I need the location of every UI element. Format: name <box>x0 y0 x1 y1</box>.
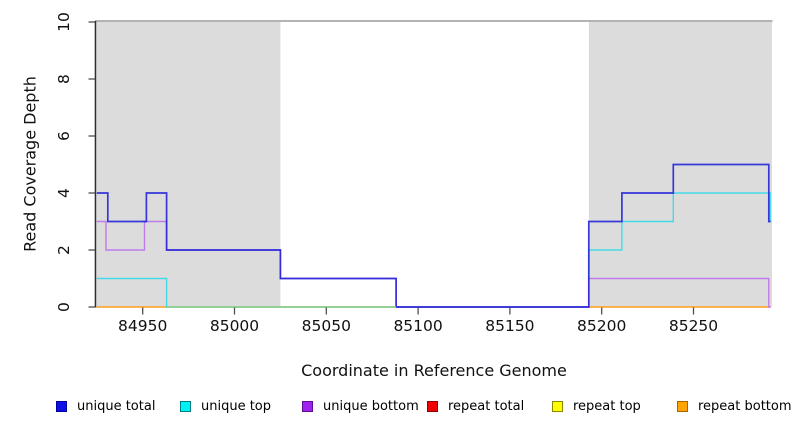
y-tick-label: 4 <box>55 188 73 198</box>
legend-item-repeat-total: repeat total <box>427 398 524 414</box>
y-tick-label: 0 <box>55 302 73 312</box>
legend-item-repeat-top: repeat top <box>552 398 641 414</box>
unique-total-swatch-icon <box>56 400 67 412</box>
x-tick-label: 85000 <box>209 317 260 335</box>
legend-item-unique-top: unique top <box>180 398 271 414</box>
legend-label: unique top <box>201 398 272 414</box>
repeat-total-swatch-icon <box>427 400 438 412</box>
legend-item-unique-total: unique total <box>56 398 155 414</box>
x-axis-title: Coordinate in Reference Genome <box>301 361 567 380</box>
x-tick-label: 85200 <box>577 317 627 335</box>
legend-label: unique bottom <box>323 398 419 414</box>
series-unique-top <box>96 192 771 308</box>
x-tick-label: 85050 <box>301 317 351 335</box>
legend-label: repeat total <box>448 398 525 414</box>
unique-bottom-swatch-icon <box>302 400 313 412</box>
y-tick-label: 2 <box>55 245 73 255</box>
x-tick-label: 85250 <box>668 317 719 335</box>
legend-label: unique total <box>77 398 156 414</box>
x-tick-label: 85150 <box>485 317 535 335</box>
legend-item-unique-bottom: unique bottom <box>302 398 419 414</box>
repeat-top-swatch-icon <box>552 400 563 412</box>
legend: unique total unique top unique bottom re… <box>0 398 792 418</box>
y-axis-title: Read Coverage Depth <box>20 76 40 252</box>
shaded-region <box>96 22 281 307</box>
x-tick-label: 85100 <box>393 317 443 335</box>
legend-label: repeat top <box>573 398 641 414</box>
legend-item-repeat-bottom: repeat bottom <box>677 398 792 414</box>
legend-label: repeat bottom <box>698 398 792 414</box>
x-tick-label: 84950 <box>118 317 168 335</box>
y-tick-label: 8 <box>55 74 73 84</box>
y-tick-label: 10 <box>55 12 73 32</box>
y-tick-label: 6 <box>55 131 73 141</box>
unique-top-swatch-icon <box>180 400 191 412</box>
repeat-bottom-swatch-icon <box>677 400 688 412</box>
series-unique-total <box>96 163 771 308</box>
